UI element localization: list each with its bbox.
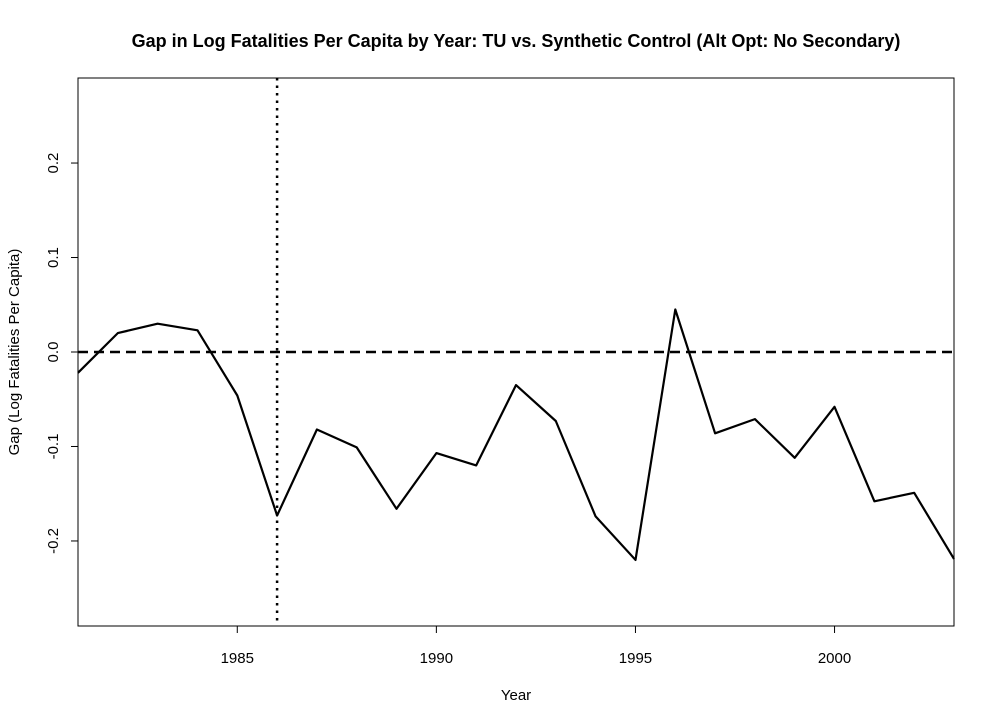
x-tick-label: 1990 bbox=[420, 650, 453, 667]
x-tick-label: 1985 bbox=[221, 650, 254, 667]
y-axis: -0.2 -0.1 0.0 0.1 0.2 bbox=[45, 153, 78, 554]
y-tick-label: 0.2 bbox=[45, 153, 62, 174]
x-tick-label: 2000 bbox=[818, 650, 851, 667]
y-tick-label: 0.0 bbox=[45, 342, 62, 363]
gap-series-line bbox=[77, 308, 955, 562]
y-tick-label: -0.1 bbox=[45, 434, 62, 460]
x-axis-label: Year bbox=[501, 687, 531, 704]
y-tick-label: -0.2 bbox=[45, 528, 62, 554]
x-axis: 1985 1990 1995 2000 bbox=[221, 626, 851, 667]
x-tick-label: 1995 bbox=[619, 650, 652, 667]
chart-title: Gap in Log Fatalities Per Capita by Year… bbox=[132, 31, 901, 51]
y-axis-label: Gap (Log Fatalities Per Capita) bbox=[6, 249, 23, 456]
y-tick-label: 0.1 bbox=[45, 247, 62, 268]
